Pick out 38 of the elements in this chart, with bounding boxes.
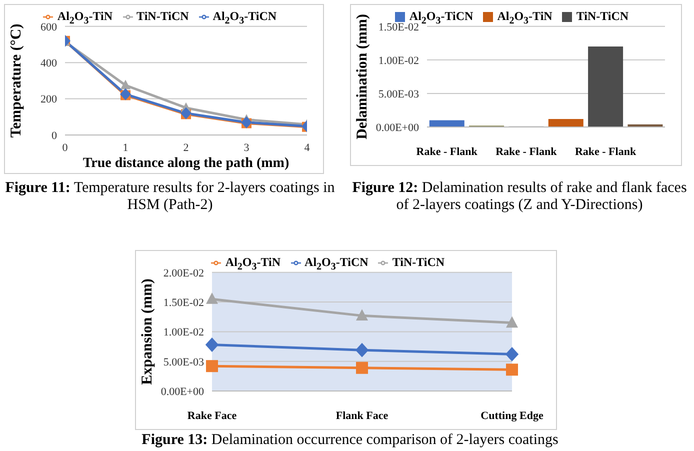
x-tick-label: Flank Face: [336, 410, 388, 422]
y-tick-label: 400: [40, 58, 58, 70]
legend-label: Al$_{2}$O$_{3}$-TiN: [497, 9, 552, 26]
y-tick-label: 1.00E-02: [163, 326, 204, 339]
y-tick-label: 0: [52, 130, 58, 142]
legend-label: TiN-TiCN: [576, 9, 629, 23]
y-tick-label: 5.00E-03: [378, 88, 420, 100]
caption: Figure 12: Delamination results of rake and flank faces of 2-layers coatings (Z and Y-Directions): [351, 180, 688, 214]
y-tick-label: 200: [40, 94, 58, 106]
y-axis-title: Delamination (mm): [354, 14, 370, 140]
legend-label: Al$_{2}$O$_{3}$-TiN: [57, 9, 113, 26]
y-axis-title: Temperature (°C): [8, 24, 24, 138]
y-tick-label: 1.00E-02: [378, 54, 419, 67]
x-tick-label: Rake Face: [187, 410, 237, 422]
legend-label: TiN-TiCN: [136, 9, 189, 23]
legend-label: Al$_{2}$O$_{3}$-TiN: [225, 255, 281, 272]
x-tick-label: 3: [244, 142, 250, 154]
x-tick-label: Cutting Edge: [480, 410, 544, 422]
x-tick-label: 0: [62, 142, 68, 154]
x-tick-label: Rake - Flank: [416, 146, 478, 158]
y-tick-label: 1.50E-02: [163, 296, 204, 309]
y-tick-label: 0.00E+00: [160, 386, 204, 398]
x-tick-label: Rake - Flank: [496, 146, 558, 158]
caption: Figure 11: Temperature results for 2-layers coatings in HSM (Path-2): [4, 180, 336, 214]
x-axis-title: True distance along the path (mm): [82, 156, 290, 171]
caption: Figure 13: Delamination occurrence comparison of 2-layers coatings: [140, 432, 560, 449]
y-axis-title: Expansion (mm): [139, 278, 156, 385]
legend-label: TiN-TiCN: [392, 255, 445, 269]
y-tick-label: 5.00E-03: [163, 356, 204, 368]
y-tick-label: 600: [40, 21, 58, 34]
legend-label: Al$_{2}$O$_{3}$-TiCN: [304, 255, 368, 272]
x-tick-label: Rake - Flank: [574, 146, 637, 158]
x-tick-label: 4: [304, 142, 310, 154]
x-tick-label: 2: [183, 142, 189, 154]
x-tick-label: 1: [122, 142, 128, 154]
y-tick-label: 2.00E-02: [163, 267, 204, 280]
legend-label: Al$_{2}$O$_{3}$-TiCN: [212, 9, 277, 26]
y-tick-label: 0.00E+00: [376, 122, 420, 134]
